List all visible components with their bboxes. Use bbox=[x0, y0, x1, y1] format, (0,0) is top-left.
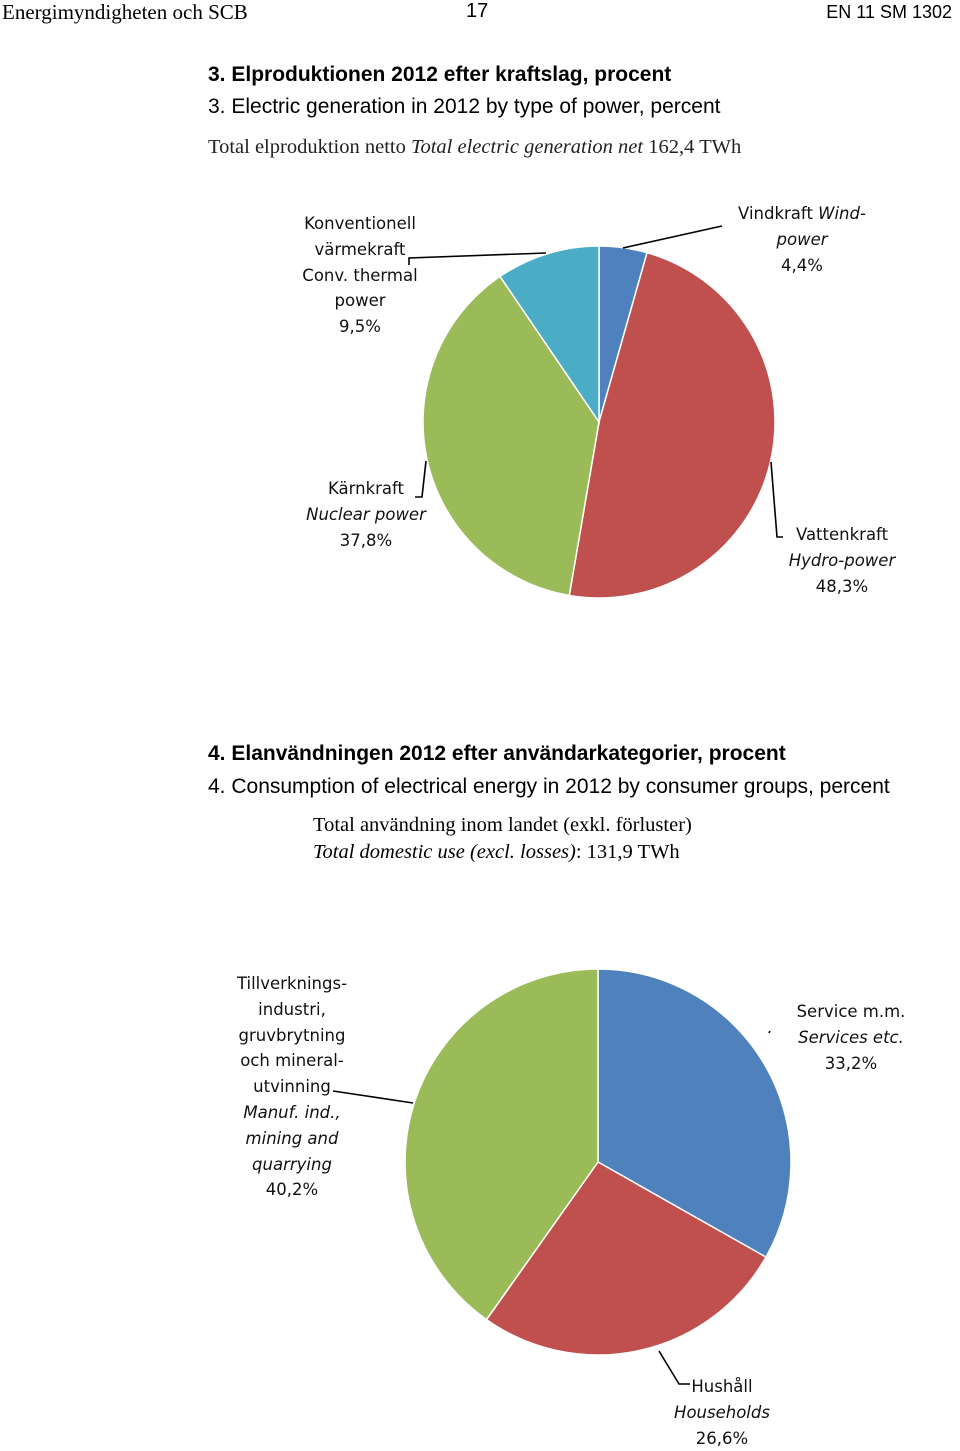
label-text: Service m.m. bbox=[796, 1002, 906, 1021]
chart4-pie bbox=[332, 968, 792, 1385]
leader-hydro bbox=[770, 461, 783, 538]
chart3-label-nuclear: Kärnkraft Nuclear power 37,8% bbox=[286, 476, 446, 553]
label-text: Hushåll bbox=[691, 1377, 753, 1396]
slice-services bbox=[597, 968, 792, 1259]
slice-households bbox=[485, 1161, 767, 1356]
label-text: värmekraft bbox=[314, 239, 406, 259]
chart4-total: Total domestic use (excl. losses): 131,9… bbox=[313, 841, 680, 864]
label-percent: 37,8% bbox=[339, 530, 393, 550]
label-text: Tillverknings- bbox=[236, 974, 348, 993]
chart3-label-wind: Vindkraft Wind- power 4,4% bbox=[722, 201, 882, 278]
leader-wind bbox=[622, 225, 723, 249]
label-text-en: mining and bbox=[245, 1128, 339, 1148]
label-percent: 26,6% bbox=[695, 1428, 749, 1448]
label-text: utvinning bbox=[253, 1077, 331, 1097]
chart4-total-sv: Total användning inom landet (exkl. förl… bbox=[313, 814, 692, 836]
label-text: Vattenkraft bbox=[795, 525, 889, 544]
chart4-label-industry: Tillverknings- industri, gruvbrytning oc… bbox=[212, 971, 372, 1203]
label-text: Konventionell bbox=[304, 214, 416, 233]
label-text: Conv. thermal bbox=[302, 265, 418, 285]
chart4-title-sv: 4. Elanvändningen 2012 efter användarkat… bbox=[208, 742, 786, 765]
label-percent: 9,5% bbox=[339, 317, 381, 337]
header-report-id: EN 11 SM 1302 bbox=[826, 2, 952, 22]
chart4-label-services: Service m.m. Services etc. 33,2% bbox=[771, 999, 931, 1076]
chart4-title-en: 4. Consumption of electrical energy in 2… bbox=[208, 775, 890, 798]
slice-thermal bbox=[499, 245, 600, 425]
header-publisher: Energimyndigheten och SCB bbox=[2, 0, 248, 24]
leader-households bbox=[658, 1350, 690, 1385]
slice-industry bbox=[404, 968, 599, 1321]
chart3-label-hydro: Vattenkraft Hydro-power 48,3% bbox=[762, 522, 922, 599]
label-text: Kärnkraft bbox=[327, 479, 405, 498]
chart3-total-value: 162,4 TWh bbox=[643, 136, 742, 158]
leader-services bbox=[768, 1030, 771, 1034]
label-text-en: Nuclear power bbox=[306, 504, 426, 524]
label-text: och mineral- bbox=[240, 1051, 344, 1071]
chart3-title-en: 3. Electric generation in 2012 by type o… bbox=[208, 95, 721, 118]
header-page-number: 17 bbox=[466, 0, 489, 22]
leader-thermal bbox=[408, 252, 547, 265]
slice-nuclear bbox=[422, 275, 600, 597]
label-text: Vindkraft bbox=[738, 204, 819, 223]
label-text: industri, bbox=[258, 999, 326, 1019]
chart3-pie bbox=[408, 225, 783, 599]
label-text-en: quarrying bbox=[252, 1154, 332, 1174]
label-text-en: Manuf. ind., bbox=[243, 1102, 341, 1122]
leader-nuclear bbox=[415, 460, 427, 498]
label-text-en: Households bbox=[674, 1402, 770, 1422]
label-percent: 40,2% bbox=[265, 1180, 319, 1200]
chart3-title-sv: 3. Elproduktionen 2012 efter kraftslag, … bbox=[208, 63, 672, 86]
label-text-en: Wind- bbox=[818, 204, 866, 223]
chart3-total: Total elproduktion netto Total electric … bbox=[208, 136, 741, 159]
chart3-label-thermal: Konventionell värmekraft Conv. thermal p… bbox=[280, 211, 440, 340]
label-percent: 4,4% bbox=[781, 255, 823, 275]
chart4-total-en: Total domestic use (excl. losses) bbox=[313, 841, 576, 863]
leader-industry bbox=[332, 1090, 414, 1104]
label-text: gruvbrytning bbox=[238, 1025, 346, 1045]
label-text-en: Services etc. bbox=[798, 1027, 904, 1047]
label-text: power bbox=[334, 291, 386, 311]
label-percent: 48,3% bbox=[815, 576, 869, 596]
chart4-label-households: Hushåll Households 26,6% bbox=[642, 1374, 802, 1451]
chart3-total-sv: Total elproduktion netto bbox=[208, 136, 411, 158]
chart3-total-en: Total electric generation net bbox=[410, 136, 644, 158]
label-text-en: power bbox=[776, 229, 828, 249]
slice-hydro bbox=[568, 251, 776, 599]
chart4-total-value: : 131,9 TWh bbox=[575, 841, 680, 863]
label-percent: 33,2% bbox=[824, 1053, 878, 1073]
label-text-en: Hydro-power bbox=[788, 550, 896, 570]
